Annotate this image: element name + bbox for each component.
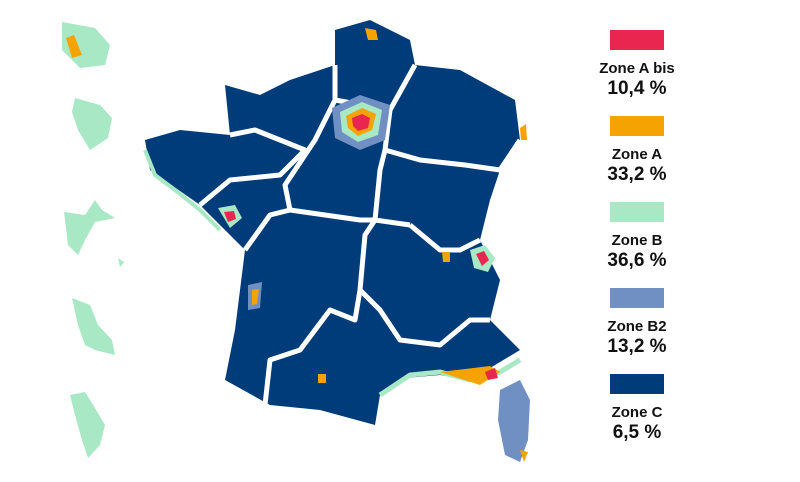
legend-share: 10,4 % (607, 78, 666, 99)
legend-swatch (610, 288, 664, 308)
legend-label: Zone A bis (599, 60, 675, 77)
legend-swatch (610, 374, 664, 394)
legend-label: Zone B (612, 232, 663, 249)
legend-swatch (610, 116, 664, 136)
legend-swatch (610, 202, 664, 222)
legend-share: 36,6 % (607, 250, 666, 271)
legend-share: 13,2 % (607, 336, 666, 357)
legend-label: Zone A (612, 146, 662, 163)
legend-share: 6,5 % (613, 422, 662, 443)
legend-share: 33,2 % (607, 164, 666, 185)
legend-label: Zone B2 (607, 318, 666, 335)
overseas-territories (62, 22, 124, 458)
metropolitan-france (143, 20, 530, 462)
legend-label: Zone C (612, 404, 663, 421)
legend-swatch (610, 30, 664, 50)
